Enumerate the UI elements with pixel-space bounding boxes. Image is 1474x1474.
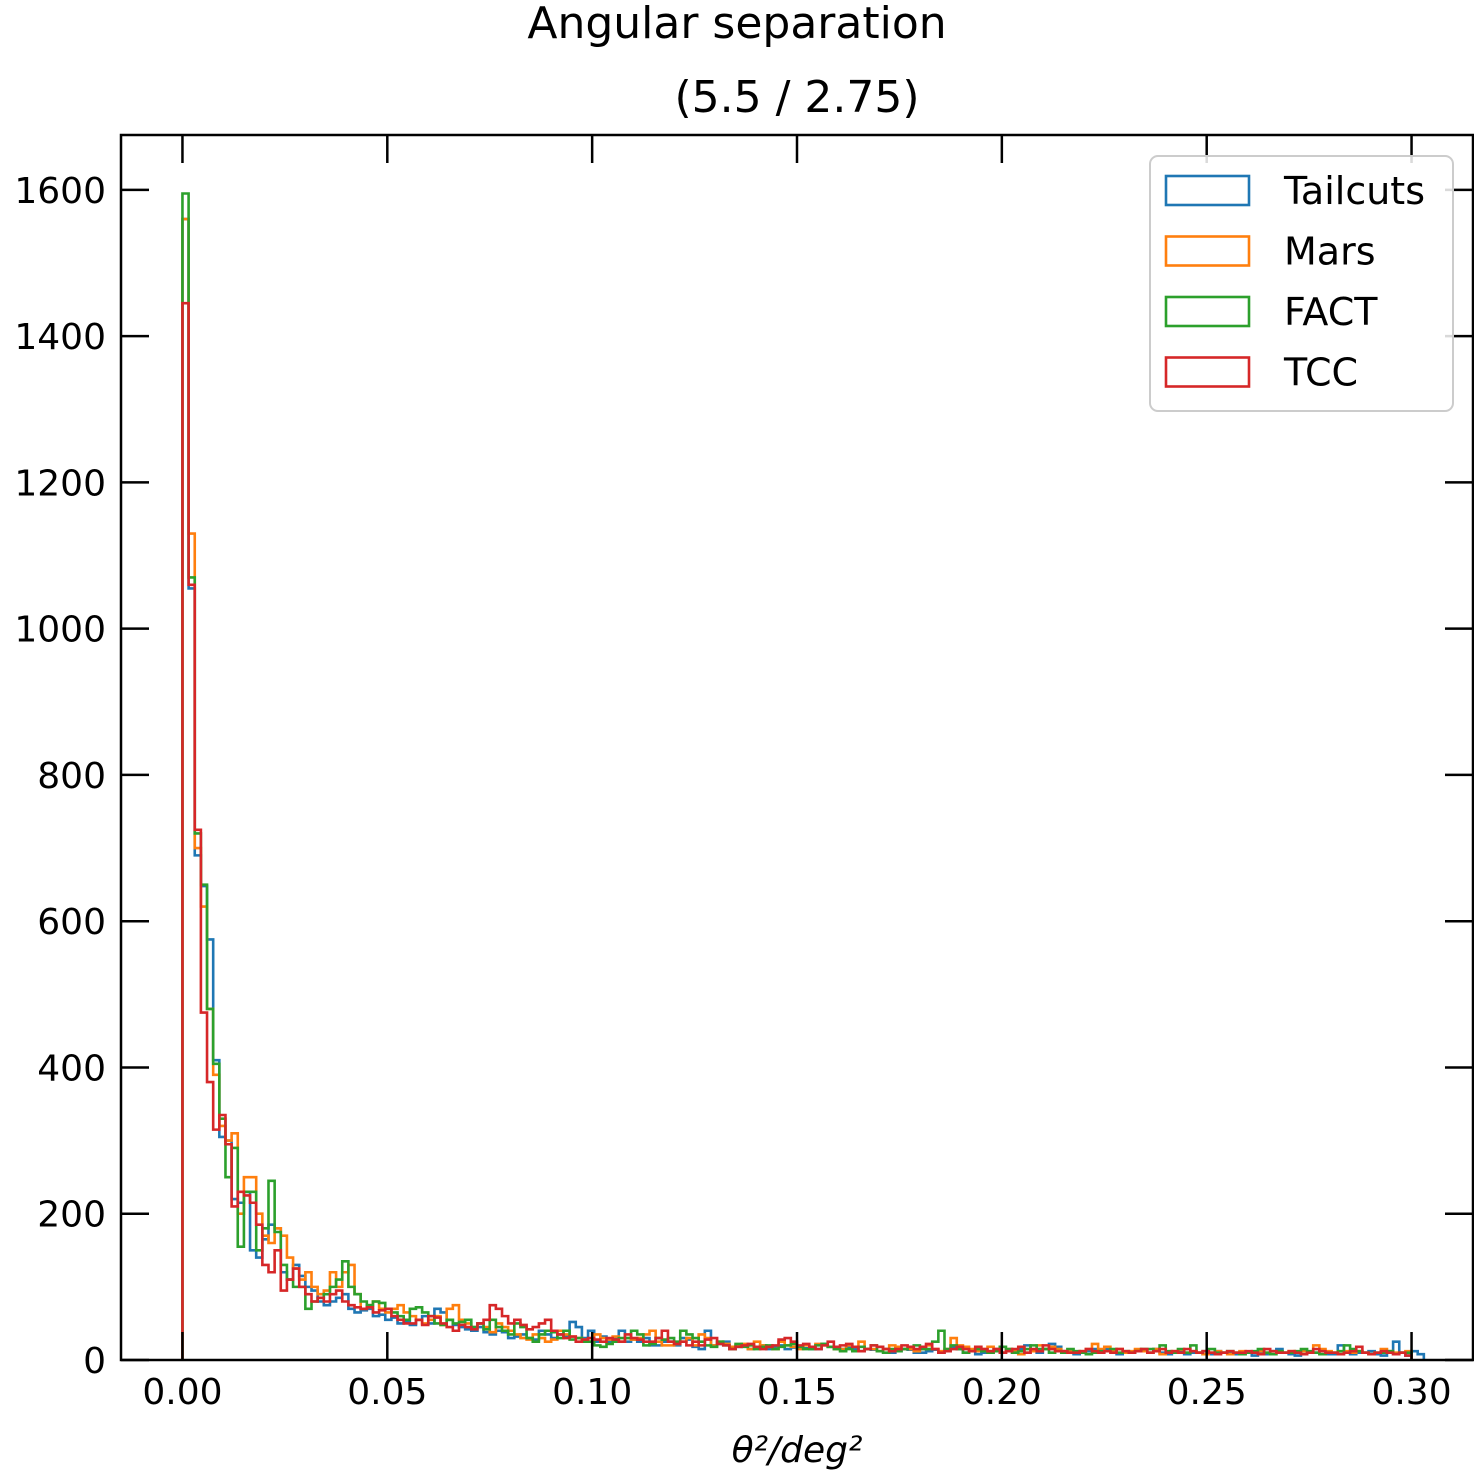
x-tick-label: 0.20	[962, 1372, 1042, 1413]
y-tick-label: 800	[37, 756, 106, 797]
legend-swatch-tcc	[1164, 356, 1251, 388]
x-tick-label: 0.30	[1371, 1372, 1451, 1413]
legend-label-fact: FACT	[1284, 290, 1378, 334]
legend-box	[1149, 155, 1454, 412]
chart-subtitle: (5.5 / 2.75)	[674, 72, 919, 123]
y-tick-label: 600	[37, 902, 106, 943]
y-tick-label: 1600	[14, 171, 106, 212]
y-axis-ticks: 0 200 400 600 800 1000 1200 1400 1600	[14, 171, 1473, 1382]
y-tick-label: 0	[83, 1341, 106, 1382]
chart-title: Angular separation	[527, 0, 946, 49]
legend-label-tailcuts: Tailcuts	[1283, 169, 1425, 213]
x-tick-label: 0.10	[552, 1372, 632, 1413]
x-tick-label: 0.15	[757, 1372, 837, 1413]
x-tick-label: 0.05	[347, 1372, 427, 1413]
legend: Tailcuts Mars FACT TCC	[1149, 155, 1454, 412]
y-tick-label: 1000	[14, 610, 106, 651]
x-axis-label: θ²/deg²	[732, 1430, 863, 1471]
y-tick-label: 1200	[14, 463, 106, 504]
x-tick-label: 0.25	[1167, 1372, 1247, 1413]
y-tick-label: 400	[37, 1048, 106, 1089]
y-tick-label: 1400	[14, 317, 106, 358]
x-axis-ticks: 0.00 0.05 0.10 0.15 0.20 0.25 0.30	[142, 135, 1452, 1413]
legend-swatch-tailcuts	[1164, 174, 1251, 207]
series-tcc-step	[181, 301, 1413, 1360]
y-tick-label: 200	[37, 1195, 106, 1236]
legend-label-mars: Mars	[1284, 230, 1376, 274]
x-tick-label: 0.00	[142, 1372, 222, 1413]
legend-label-tcc: TCC	[1283, 351, 1358, 395]
legend-swatch-fact	[1164, 295, 1251, 328]
legend-swatch-mars	[1164, 235, 1251, 267]
